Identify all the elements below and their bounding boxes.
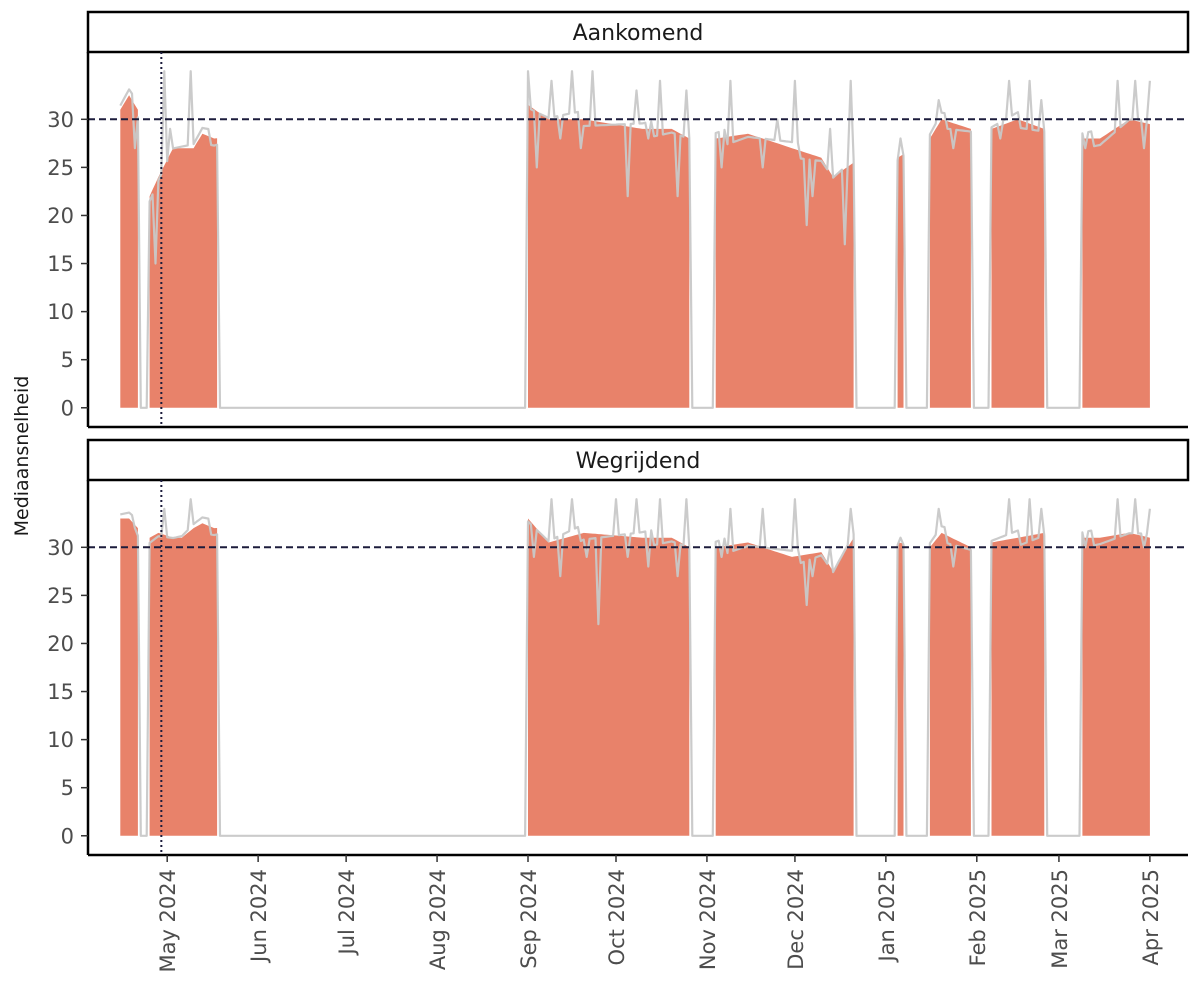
- daily-median-line: [119, 70, 1151, 409]
- x-tick-label: Jun 2024: [247, 869, 271, 964]
- area-segment-6: [929, 119, 971, 408]
- y-axis-title: Mediaansnelheid: [11, 376, 33, 537]
- y-tick-label: 5: [61, 348, 74, 372]
- y-tick-label: 0: [61, 396, 74, 420]
- y-tick-label: 30: [47, 108, 74, 132]
- area-segment-4: [715, 133, 854, 408]
- panels-layer: Aankomend 0 5 10 15 20 25 30 Wegrijdend 0 5 10 15 20 2…: [47, 10, 1190, 857]
- x-tick-label: Jul 2024: [335, 869, 359, 956]
- area-segment-8: [1082, 532, 1150, 836]
- panel-strip: [86, 10, 1190, 54]
- x-tick-label: Jan 2025: [875, 869, 899, 964]
- area-segment-4: [715, 537, 854, 836]
- panel-title: Aankomend: [573, 21, 704, 46]
- y-tick-label: 10: [47, 728, 74, 752]
- y-tick-label: 10: [47, 300, 74, 324]
- area-segment-8: [1082, 119, 1150, 408]
- x-tick-label: Feb 2025: [966, 869, 990, 966]
- y-tick-label: 0: [61, 824, 74, 848]
- area-segment-5: [897, 154, 904, 408]
- x-tick-label: Nov 2024: [696, 869, 720, 970]
- x-tick-label: Aug 2024: [426, 869, 450, 970]
- y-tick-label: 15: [47, 680, 74, 704]
- plot-area: [88, 52, 1188, 427]
- area-segment-2: [149, 523, 218, 836]
- daily-median-line: [120, 498, 1151, 837]
- area-segment-6: [929, 532, 971, 836]
- x-axis: May 2024 Jun 2024 Jul 2024 Aug 2024 Sep 2024…: [156, 855, 1163, 973]
- panel-title: Wegrijdend: [576, 449, 701, 474]
- y-tick-label: 5: [61, 776, 74, 800]
- y-tick-label: 25: [47, 584, 74, 608]
- y-tick-label: 25: [47, 156, 74, 180]
- area-segment-3: [528, 104, 690, 408]
- y-tick-label: 20: [47, 204, 74, 228]
- area-segment-1: [120, 518, 138, 836]
- x-tick-label: Mar 2025: [1048, 869, 1072, 969]
- x-tick-label: Apr 2025: [1139, 869, 1163, 965]
- area-segment-3: [528, 518, 690, 836]
- plot-area: [88, 480, 1188, 855]
- area-segment-7: [991, 119, 1045, 408]
- area-segment-1: [120, 95, 138, 408]
- area-segment-7: [991, 532, 1045, 836]
- y-tick-label: 15: [47, 252, 74, 276]
- panel-aankomend: Aankomend 0 5 10 15 20 25 30: [47, 10, 1190, 429]
- panel-wegrijdend: Wegrijdend 0 5 10 15 20 25 30: [47, 438, 1190, 857]
- x-tick-label: Dec 2024: [784, 869, 808, 970]
- panel-strip: [86, 438, 1190, 482]
- y-tick-label: 30: [47, 536, 74, 560]
- area-segment-2: [149, 133, 218, 408]
- area-segment-5: [897, 542, 904, 836]
- y-tick-label: 20: [47, 632, 74, 656]
- x-tick-label: May 2024: [156, 869, 180, 973]
- x-tick-label: Sep 2024: [517, 869, 541, 969]
- x-tick-label: Oct 2024: [605, 869, 629, 965]
